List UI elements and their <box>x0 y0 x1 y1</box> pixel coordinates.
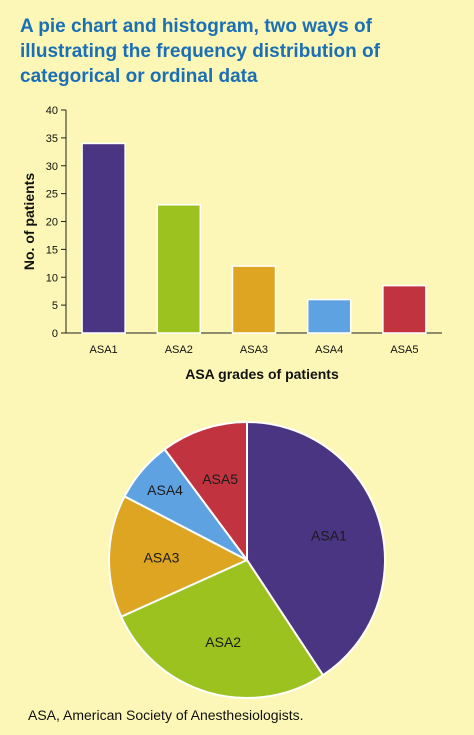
pie-label-asa2: ASA2 <box>205 634 241 650</box>
y-tick-label: 35 <box>46 133 58 145</box>
pie-slice-asa5 <box>163 421 248 561</box>
x-axis-label: ASA grades of patients <box>185 366 339 382</box>
y-tick-label: 20 <box>46 217 58 229</box>
pie-label-asa4: ASA4 <box>147 482 183 498</box>
y-tick-label: 15 <box>46 244 58 256</box>
bar-asa5 <box>382 284 427 334</box>
histogram: 0 5 10 15 20 25 30 35 40 ASA1 ASA2 ASA3 ASA4 ASA5 ASA … <box>21 105 442 382</box>
footnote: ASA, American Society of Anesthesiologis… <box>28 707 304 723</box>
y-tick-label: 5 <box>52 300 58 312</box>
pie-chart: ASA1 ASA2 ASA3 ASA4 ASA5 <box>108 421 386 699</box>
x-tick-label: ASA3 <box>240 344 268 356</box>
y-tick-label: 40 <box>46 105 58 117</box>
pie-label-asa3: ASA3 <box>144 550 180 566</box>
bar-asa1 <box>81 142 126 334</box>
y-tick-label: 10 <box>46 272 58 284</box>
x-tick-label: ASA2 <box>165 344 193 356</box>
bar-asa4 <box>306 298 352 334</box>
x-tick-label: ASA4 <box>315 344 343 356</box>
x-tick-label: ASA1 <box>90 344 118 356</box>
chart-title: A pie chart and histogram, two ways of i… <box>20 16 380 87</box>
bar-asa3 <box>231 265 277 334</box>
pie-slice-asa3 <box>108 495 248 618</box>
pie-label-asa1: ASA1 <box>311 527 347 543</box>
bar-asa2 <box>156 204 202 334</box>
y-tick-label: 25 <box>46 189 58 201</box>
y-tick-label: 0 <box>52 328 58 340</box>
x-tick-label: ASA5 <box>390 344 418 356</box>
y-axis-label: No. of patients <box>21 173 37 270</box>
pie-label-asa5: ASA5 <box>202 471 238 487</box>
y-tick-label: 30 <box>46 161 58 173</box>
